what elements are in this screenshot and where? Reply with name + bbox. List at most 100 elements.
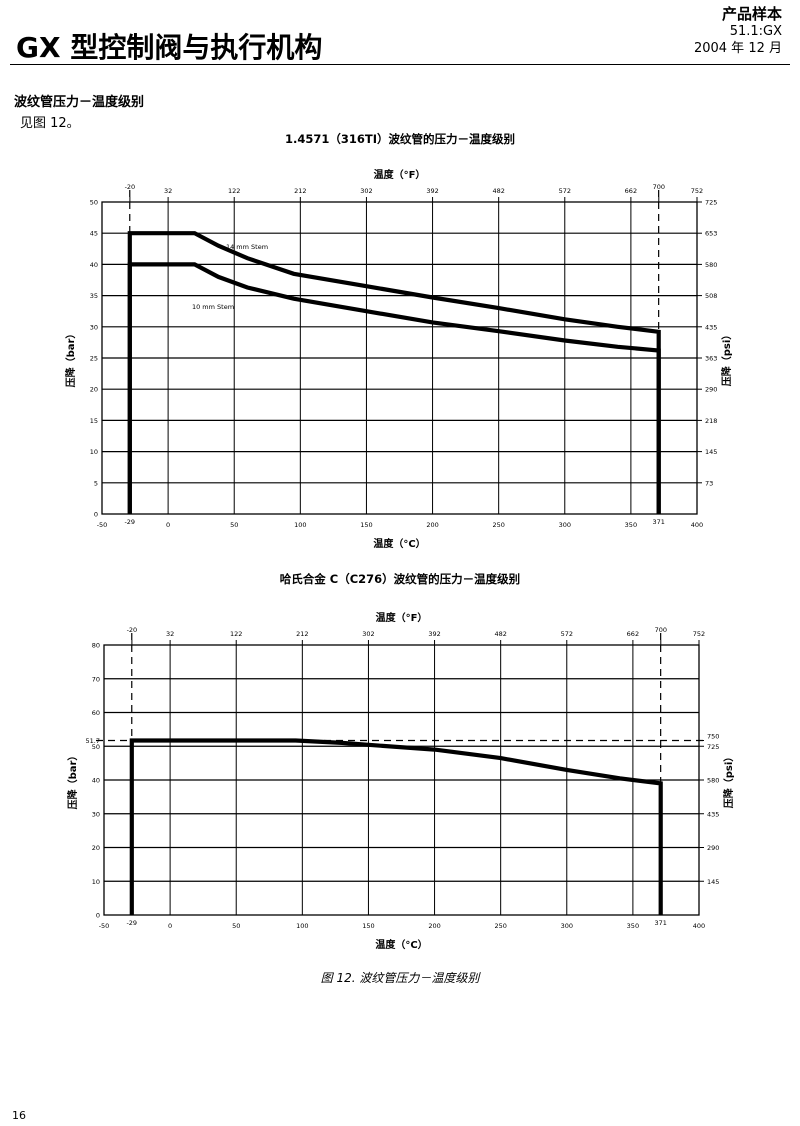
- chart-1-series-line: [127, 231, 661, 514]
- chart-2-top-tick-label: 662: [627, 630, 639, 638]
- chart-1-series-label: 10 mm Stem: [192, 303, 234, 311]
- chart-2-y-tick-label: 0: [96, 912, 100, 920]
- chart-1-top-tick-label: 32: [164, 187, 172, 195]
- chart-2-right-tick-label: 580: [707, 777, 719, 785]
- chart-2-right-tick-label: 290: [707, 844, 719, 852]
- chart-2-y-axis-title: 压降（bar）: [66, 751, 79, 810]
- chart-1-x-tick-label: -50: [97, 521, 108, 529]
- chart-2-y-tick-label: 10: [92, 878, 100, 886]
- chart-1-y-axis-title: 压降（bar）: [64, 329, 77, 388]
- chart-1-y-tick-label: 35: [90, 292, 98, 300]
- chart-1-y-tick-label: 30: [90, 323, 98, 331]
- section-body: 见图 12。: [20, 116, 80, 131]
- chart-1-y2-axis-title: 压降（psi）: [720, 330, 733, 387]
- catalog-label: 产品样本: [721, 5, 782, 23]
- chart-2-y-tick-label: 30: [92, 810, 100, 818]
- chart-2-top-tick-label: 122: [230, 630, 242, 638]
- chart-2-x-tick-label: 350: [627, 922, 639, 930]
- header-info: 产品样本 51.1:GX 2004 年 12 月: [694, 6, 782, 57]
- chart-2-y-tick-label: 40: [92, 777, 100, 785]
- chart-1-top-axis-title: 温度（°F）: [374, 168, 426, 181]
- chart-2-x-tick-label: 0: [168, 922, 172, 930]
- chart-2-top-tick-label: 392: [428, 630, 440, 638]
- chart-1-right-tick-label: 508: [705, 292, 717, 300]
- chart-1-top-tick-label: 700: [653, 183, 665, 191]
- chart-2-right-tick-label: 145: [707, 878, 719, 886]
- chart-2-x-tick-label: 150: [362, 922, 374, 930]
- chart-1-y-tick-label: 10: [90, 448, 98, 456]
- chart-2-right-tick-label: 750: [707, 733, 719, 741]
- chart-2-x-tick-label: -29: [126, 919, 137, 927]
- chart-1-x-tick-label: 200: [426, 521, 438, 529]
- chart-2-y-tick-label: 50: [92, 743, 100, 751]
- page-number: 16: [12, 1109, 26, 1122]
- chart-1-x-tick-label: 371: [652, 518, 664, 526]
- chart-2-top-tick-label: -20: [127, 626, 138, 634]
- chart-2-title: 哈氏合金 C（C276）波纹管的压力－温度级别: [279, 572, 521, 586]
- catalog-code: 51.1:GX: [729, 24, 782, 39]
- chart-1-x-tick-label: -29: [124, 518, 135, 526]
- chart-1-right-tick-label: 435: [705, 323, 717, 331]
- chart-2-y-tick-label: 80: [92, 642, 100, 650]
- chart-2-top-tick-label: 752: [693, 630, 705, 638]
- chart-1-right-tick-label: 725: [705, 199, 717, 207]
- chart-2-x-tick-label: 50: [232, 922, 240, 930]
- chart-2-top-tick-label: 572: [561, 630, 573, 638]
- chart-1-x-tick-label: 50: [230, 521, 238, 529]
- chart-2-x-tick-label: 300: [561, 922, 573, 930]
- chart-2-y2-axis-title: 压降（psi）: [722, 752, 735, 809]
- chart-1-y-tick-label: 50: [90, 199, 98, 207]
- chart-1-x-tick-label: 350: [625, 521, 637, 529]
- chart-2-x-tick-label: 100: [296, 922, 308, 930]
- chart-1-top-tick-label: 482: [492, 187, 504, 195]
- header-rule: [10, 64, 790, 65]
- chart-1-y-tick-label: 25: [90, 355, 98, 363]
- chart-1-top-tick-label: 122: [228, 187, 240, 195]
- chart-1-title: 1.4571（316TI）波纹管的压力－温度级别: [284, 132, 515, 146]
- chart-1-x-tick-label: 0: [166, 521, 170, 529]
- chart-1-right-tick-label: 73: [705, 479, 713, 487]
- chart-1-series-label: 14 mm Stem: [226, 243, 268, 251]
- chart-2-series-line: [129, 738, 663, 915]
- section-title: 波纹管压力－温度级别: [14, 95, 145, 110]
- chart-2-top-tick-label: 700: [655, 626, 667, 634]
- chart-2-x-tick-label: -50: [99, 922, 110, 930]
- chart-1-y-tick-label: 15: [90, 417, 98, 425]
- chart-2-x-axis-title: 温度（°C）: [375, 938, 427, 951]
- chart-2-right-tick-label: 435: [707, 810, 719, 818]
- chart-1-x-tick-label: 300: [559, 521, 571, 529]
- chart-1-top-tick-label: 662: [625, 187, 637, 195]
- chart-1-right-tick-label: 580: [705, 261, 717, 269]
- chart-1-x-tick-label: 100: [294, 521, 306, 529]
- chart-1-right-tick-label: 363: [705, 355, 717, 363]
- chart-2-x-tick-label: 200: [428, 922, 440, 930]
- chart-1-y-tick-label: 5: [94, 479, 98, 487]
- chart-2-top-tick-label: 32: [166, 630, 174, 638]
- chart-1-x-axis-title: 温度（°C）: [373, 537, 425, 550]
- chart-1-top-tick-label: 212: [294, 187, 306, 195]
- chart-1-series-line: [127, 262, 661, 514]
- chart-2-top-axis-title: 温度（°F）: [376, 611, 428, 624]
- chart-1-x-tick-label: 400: [691, 521, 703, 529]
- chart-1-y-tick-label: 45: [90, 230, 98, 238]
- chart-1-x-tick-label: 150: [360, 521, 372, 529]
- chart-1-right-tick-label: 653: [705, 230, 717, 238]
- chart-2-y-tick-label: 51.7: [86, 737, 100, 745]
- chart-1-right-tick-label: 290: [705, 386, 717, 394]
- document-title: GX 型控制阀与执行机构: [16, 31, 323, 64]
- chart-1-x-tick-label: 250: [492, 521, 504, 529]
- chart-2-right-tick-label: 725: [707, 743, 719, 751]
- chart-2-y-tick-label: 60: [92, 709, 100, 717]
- chart-2-top-tick-label: 302: [362, 630, 374, 638]
- chart-2-y-tick-label: 70: [92, 675, 100, 683]
- chart-1-top-tick-label: 572: [559, 187, 571, 195]
- chart-1-top-tick-label: 392: [426, 187, 438, 195]
- chart-1-y-tick-label: 40: [90, 261, 98, 269]
- chart-1-top-tick-label: -20: [125, 183, 136, 191]
- chart-1-top-tick-label: 752: [691, 187, 703, 195]
- chart-2-y-tick-label: 20: [92, 844, 100, 852]
- chart-1-y-tick-label: 0: [94, 511, 98, 519]
- chart-1-right-tick-label: 145: [705, 448, 717, 456]
- figure-caption: 图 12. 波纹管压力－温度级别: [320, 971, 480, 985]
